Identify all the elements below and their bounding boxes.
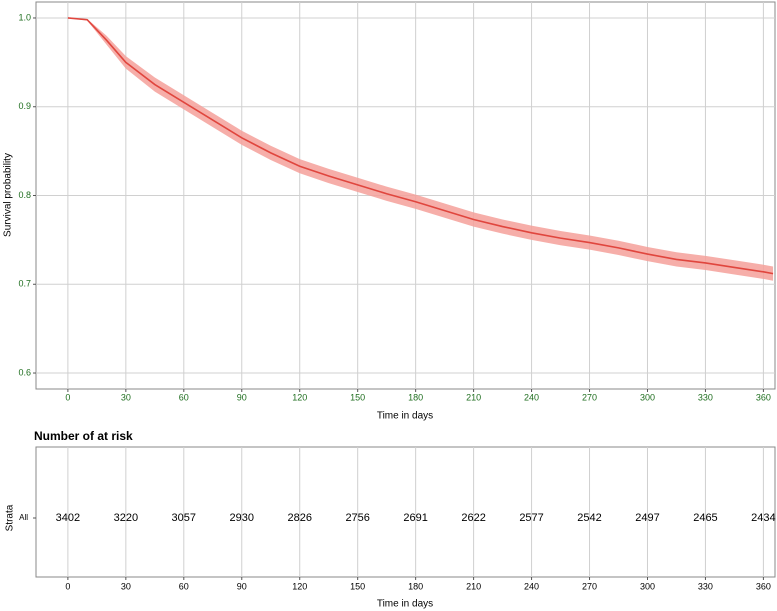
at-risk-count: 2497 bbox=[635, 512, 659, 524]
strata-name: All bbox=[19, 513, 28, 522]
at-risk-count: 2691 bbox=[403, 512, 427, 524]
x-tick-label: 270 bbox=[582, 581, 597, 591]
at-risk-count: 2577 bbox=[519, 512, 543, 524]
x-tick-label: 150 bbox=[350, 581, 365, 591]
x-axis-label: Time in days bbox=[377, 411, 433, 422]
x-tick-label: 300 bbox=[640, 392, 655, 402]
x-tick-label: 210 bbox=[466, 392, 481, 402]
at-risk-count: 2622 bbox=[461, 512, 485, 524]
x-tick-label: 240 bbox=[524, 392, 539, 402]
at-risk-count: 2434 bbox=[751, 512, 775, 524]
x-tick-label: 30 bbox=[121, 392, 131, 402]
x-tick-label: 120 bbox=[292, 581, 307, 591]
x-tick-label: 270 bbox=[582, 392, 597, 402]
x-tick-label: 0 bbox=[65, 581, 70, 591]
x-tick-label: 180 bbox=[408, 581, 423, 591]
at-risk-count: 2542 bbox=[577, 512, 601, 524]
x-tick-label: 60 bbox=[179, 581, 189, 591]
risk-x-axis-label: Time in days bbox=[377, 599, 433, 610]
x-tick-label: 30 bbox=[121, 581, 131, 591]
y-tick-label: 0.9 bbox=[18, 101, 31, 111]
x-tick-label: 90 bbox=[237, 581, 247, 591]
x-tick-label: 150 bbox=[350, 392, 365, 402]
x-tick-label: 120 bbox=[292, 392, 307, 402]
x-tick-label: 330 bbox=[698, 581, 713, 591]
x-tick-label: 240 bbox=[524, 581, 539, 591]
x-tick-label: 360 bbox=[756, 392, 771, 402]
at-risk-count: 2826 bbox=[287, 512, 311, 524]
y-axis-label: Survival probability bbox=[3, 153, 14, 237]
y-tick-label: 0.8 bbox=[18, 190, 31, 200]
risk-table-title: Number of at risk bbox=[34, 429, 133, 443]
strata-label: Strata bbox=[5, 504, 16, 531]
y-tick-label: 1.0 bbox=[18, 12, 31, 22]
table-panel bbox=[35, 446, 776, 578]
x-tick-label: 210 bbox=[466, 581, 481, 591]
x-tick-label: 180 bbox=[408, 392, 423, 402]
x-tick-label: 330 bbox=[698, 392, 713, 402]
at-risk-count: 3057 bbox=[172, 512, 196, 524]
y-tick-label: 0.7 bbox=[18, 279, 31, 289]
at-risk-count: 3402 bbox=[56, 512, 80, 524]
y-tick-label: 0.6 bbox=[18, 367, 31, 377]
at-risk-count: 3220 bbox=[114, 512, 138, 524]
x-tick-label: 60 bbox=[179, 392, 189, 402]
at-risk-count: 2465 bbox=[693, 512, 717, 524]
at-risk-count: 2930 bbox=[230, 512, 254, 524]
survival-line bbox=[67, 17, 774, 275]
x-tick-label: 360 bbox=[756, 581, 771, 591]
x-tick-label: 90 bbox=[237, 392, 247, 402]
at-risk-count: 2756 bbox=[345, 512, 369, 524]
x-tick-label: 0 bbox=[65, 392, 70, 402]
x-tick-label: 300 bbox=[640, 581, 655, 591]
